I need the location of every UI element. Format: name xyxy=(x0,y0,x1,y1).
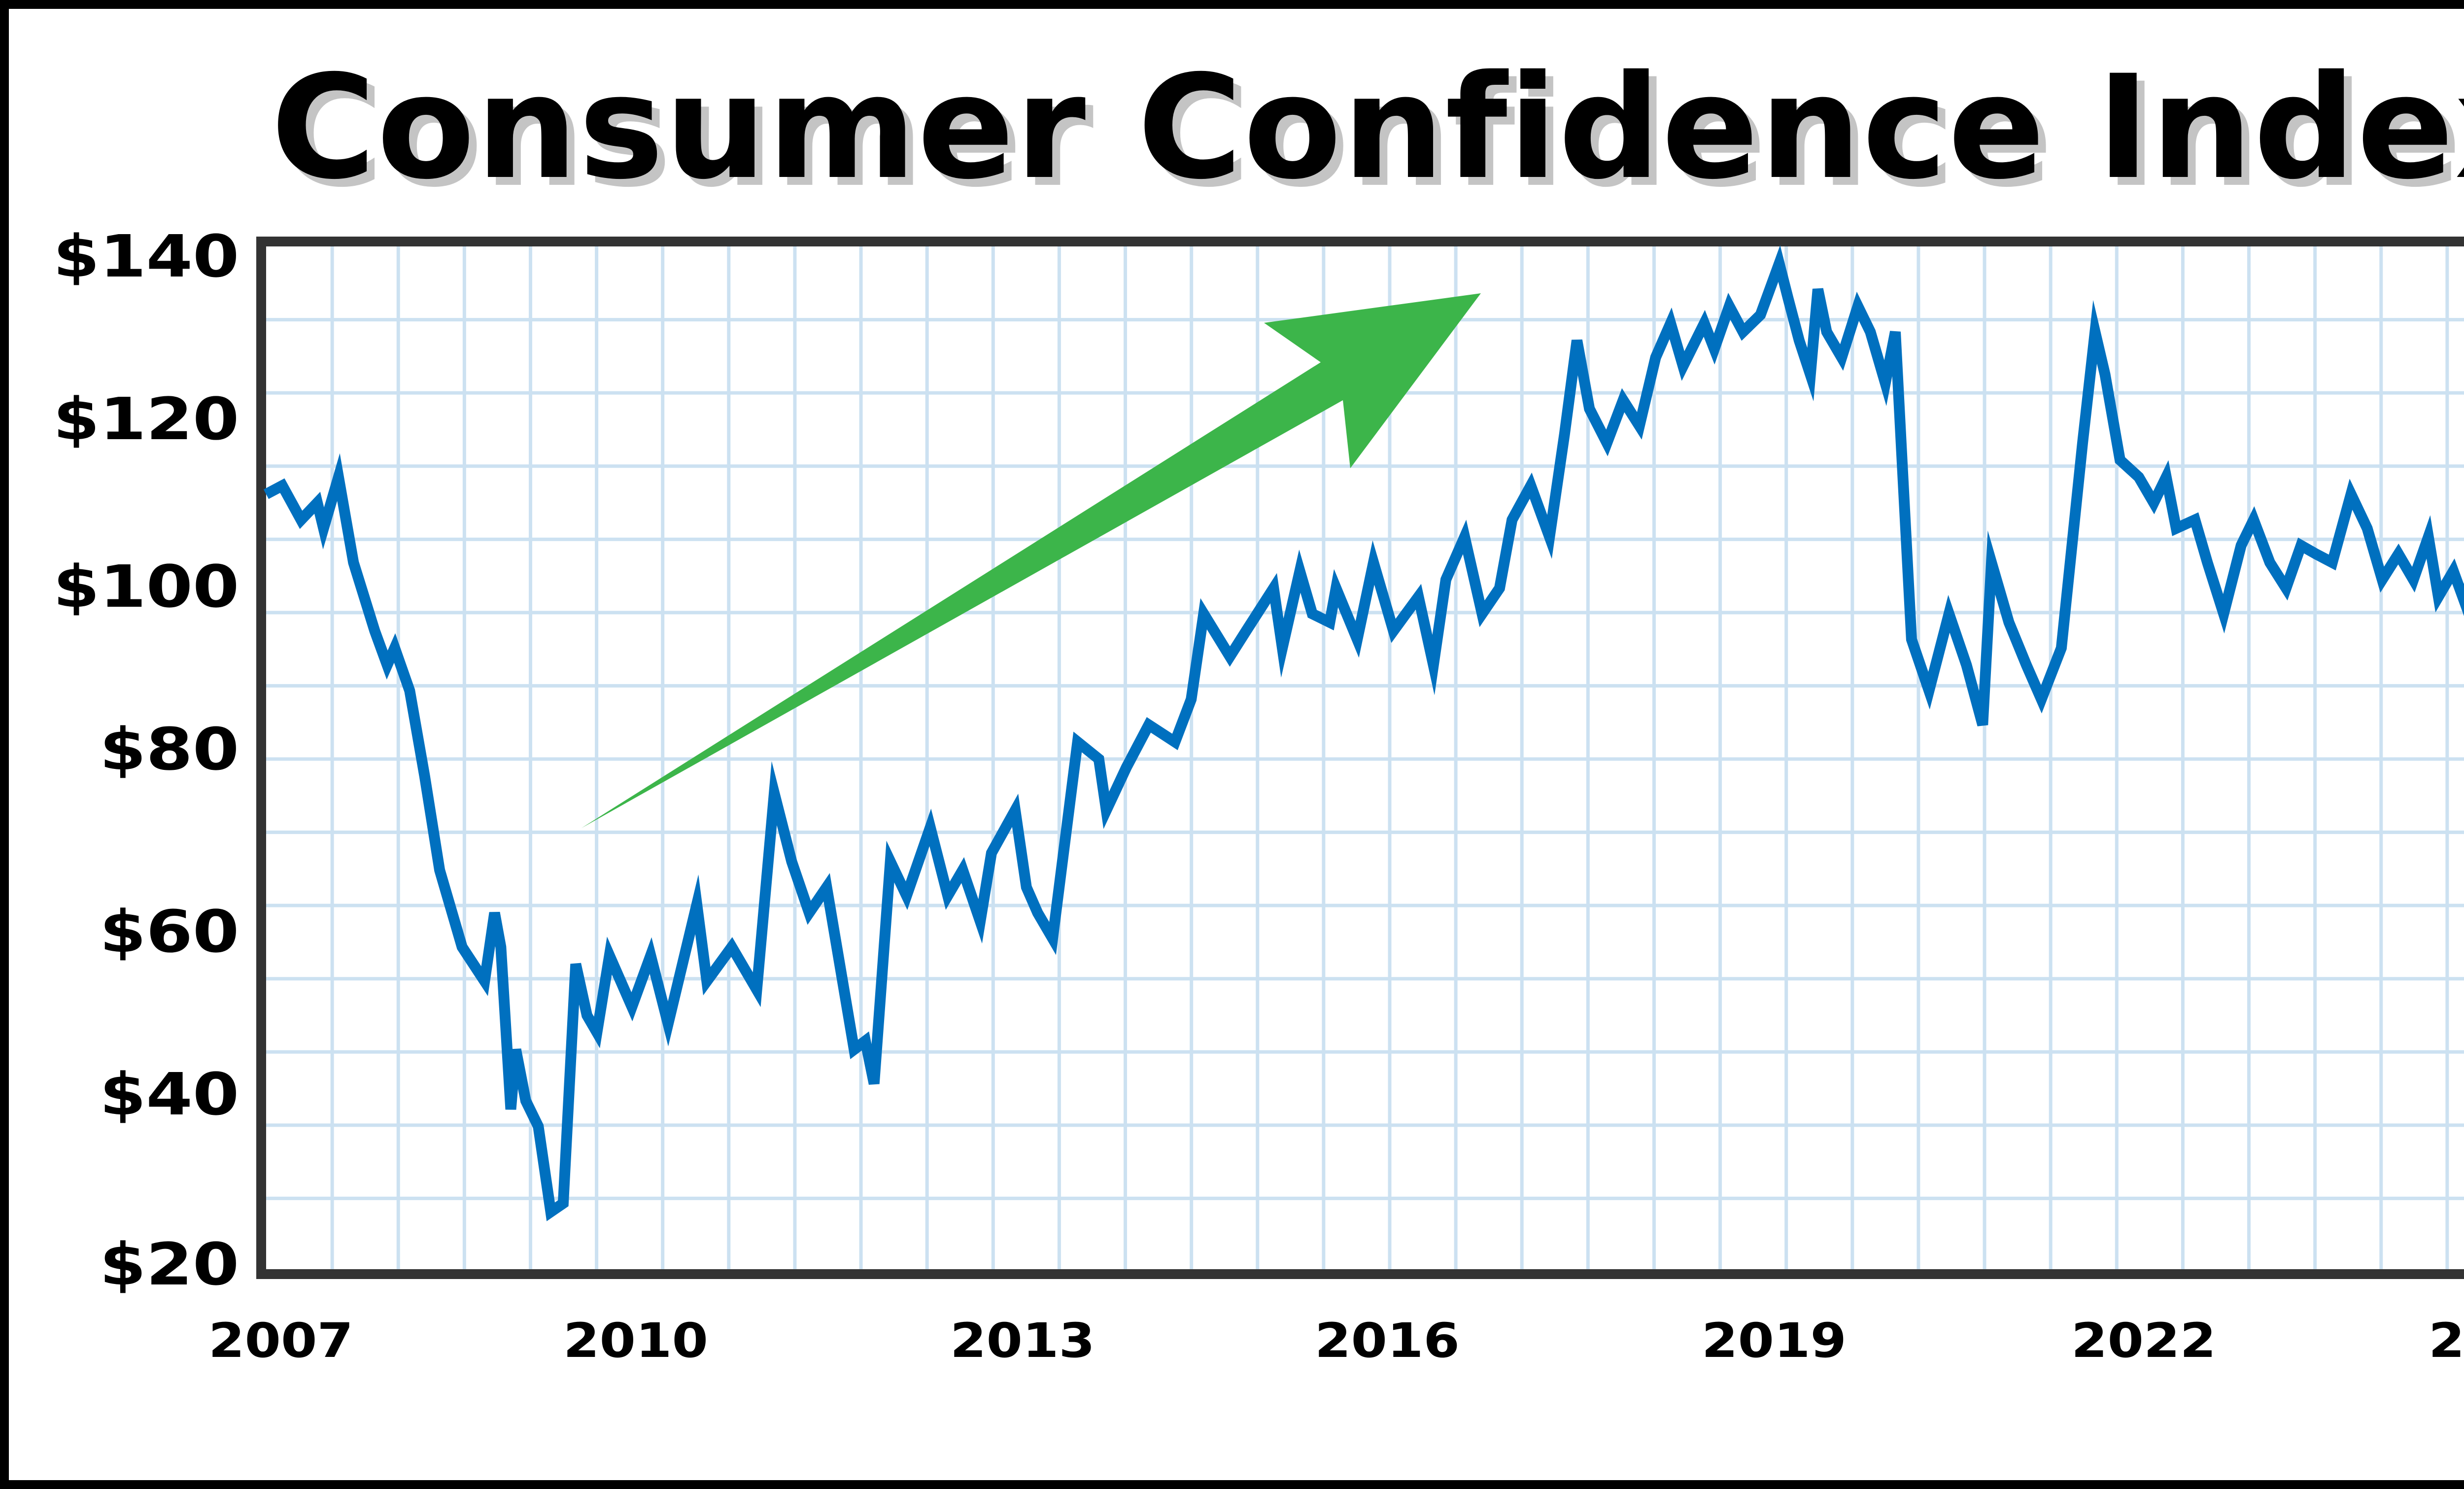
grid-lines xyxy=(266,246,2464,1272)
y-tick-label: $120 xyxy=(53,385,239,453)
y-tick-label: $100 xyxy=(53,553,239,621)
y-tick-label: $40 xyxy=(99,1060,239,1128)
plot-border xyxy=(256,237,2464,1279)
chart-title: Consumer Confidence Index xyxy=(271,45,2464,211)
x-tick-label: 2010 xyxy=(563,1313,708,1368)
x-tick-label: 2022 xyxy=(2071,1313,2216,1368)
data-line xyxy=(263,245,2464,1221)
y-tick-label: $60 xyxy=(99,898,239,966)
x-tick-label: 2007 xyxy=(208,1313,353,1368)
y-tick-label: $80 xyxy=(99,715,239,783)
y-tick-label: $20 xyxy=(99,1230,239,1298)
y-tick-label: $140 xyxy=(53,222,239,290)
x-tick-label: 2025 xyxy=(2429,1313,2464,1368)
x-tick-label: 2016 xyxy=(1315,1313,1460,1368)
x-tick-label: 2019 xyxy=(1702,1313,1847,1368)
trend-arrow-icon xyxy=(582,293,1481,828)
x-tick-label: 2013 xyxy=(950,1313,1095,1368)
